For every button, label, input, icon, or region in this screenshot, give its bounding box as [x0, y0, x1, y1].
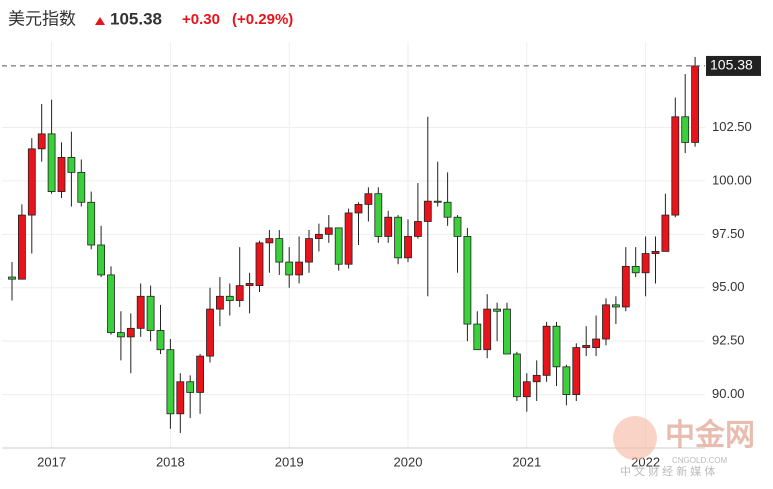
candle-body — [255, 242, 264, 287]
candle-body — [285, 261, 294, 276]
candle-body — [295, 261, 304, 276]
candle-body — [225, 295, 234, 301]
candle-body — [443, 201, 452, 218]
candle-body — [374, 193, 383, 237]
candle-body — [463, 236, 472, 325]
candle-body — [67, 156, 76, 173]
candle-body — [582, 345, 591, 348]
candle-body — [314, 233, 323, 239]
candle-body — [384, 216, 393, 237]
candle-body — [681, 116, 690, 143]
y-tick-label: 97.50 — [712, 226, 745, 241]
y-tick-label: 95.00 — [712, 279, 745, 294]
candle-body — [542, 325, 551, 376]
change: +0.30 — [182, 11, 220, 28]
x-tick-label: 2021 — [512, 454, 541, 469]
candle-body — [196, 355, 205, 393]
x-tick-label: 2020 — [394, 454, 423, 469]
x-tick-label: 2019 — [275, 454, 304, 469]
candle-body — [572, 347, 581, 395]
candle-body — [671, 116, 680, 216]
candle-body — [97, 244, 105, 276]
candle-body — [592, 338, 600, 348]
candle-body — [522, 381, 531, 398]
x-tick-label: 2018 — [156, 454, 185, 469]
y-tick-label: 92.50 — [712, 333, 745, 348]
candle-body — [413, 221, 422, 237]
candle-body — [602, 304, 610, 340]
watermark-site: CNGOLD.COM — [672, 456, 727, 465]
candle-body — [176, 381, 185, 415]
candle-body — [364, 193, 373, 205]
candle-body — [126, 327, 135, 338]
x-tick-label: 2017 — [37, 454, 66, 469]
watermark-brand: 中金网 — [665, 418, 755, 452]
candle-body — [245, 283, 254, 287]
candle-body — [324, 227, 333, 235]
candle-body — [235, 285, 244, 301]
candle-body — [473, 323, 482, 351]
change-pct: (+0.29%) — [232, 11, 293, 28]
candle-body — [493, 308, 502, 312]
candle-body — [215, 295, 224, 310]
candle-body — [651, 251, 660, 254]
candle-body — [146, 295, 155, 331]
candle-body — [265, 238, 274, 244]
candle-body — [27, 148, 36, 216]
candle-body — [483, 308, 492, 351]
logo — [613, 416, 657, 460]
last-price-box — [706, 55, 761, 76]
candle-body — [275, 238, 284, 263]
candle-body — [87, 201, 96, 246]
candle-body — [621, 265, 630, 308]
candle-body — [394, 216, 403, 259]
candle-body — [8, 276, 16, 280]
y-tick-label: 102.50 — [712, 119, 752, 134]
candle-body — [136, 295, 145, 329]
candle-body — [532, 374, 541, 383]
candle-body — [503, 308, 511, 355]
candle-body — [117, 332, 125, 338]
candle-body — [562, 366, 571, 395]
candle-body — [423, 200, 432, 222]
candle-body — [404, 236, 412, 259]
candle-body — [166, 349, 175, 415]
candle-body — [47, 133, 56, 192]
candle-body — [552, 325, 561, 368]
candle-body — [334, 227, 343, 265]
plot: 90.00 92.50 95.00 97.50 100.00 102.50 2017 2018… — [2, 42, 761, 469]
candle-body — [691, 65, 699, 143]
candle-body — [453, 216, 462, 237]
candle-body — [206, 308, 214, 357]
candle-body — [631, 265, 640, 274]
candle-body — [305, 238, 313, 263]
candle-body — [77, 171, 86, 203]
candle-body — [513, 353, 521, 398]
candle-body — [661, 214, 670, 252]
candle-body — [37, 133, 46, 150]
up-arrow — [95, 17, 105, 25]
candle-body — [17, 214, 26, 280]
price: 105.38 — [110, 9, 162, 28]
y-tick-label: 100.00 — [712, 172, 752, 187]
candle-body — [57, 156, 66, 192]
watermark-slogan: 中 文 财 经 新 媒 体 — [620, 464, 715, 478]
candle-body — [186, 381, 195, 393]
candle-body — [156, 330, 165, 351]
candle-body — [641, 253, 650, 274]
title: 美元指数 — [8, 9, 76, 28]
last-price-label: 105.38 — [710, 57, 753, 73]
y-tick-label: 90.00 — [712, 386, 745, 401]
candle-body — [107, 274, 115, 334]
candle-body — [344, 212, 353, 265]
candle-body — [433, 200, 442, 203]
candle-body — [354, 203, 363, 214]
candle-body — [612, 304, 620, 308]
